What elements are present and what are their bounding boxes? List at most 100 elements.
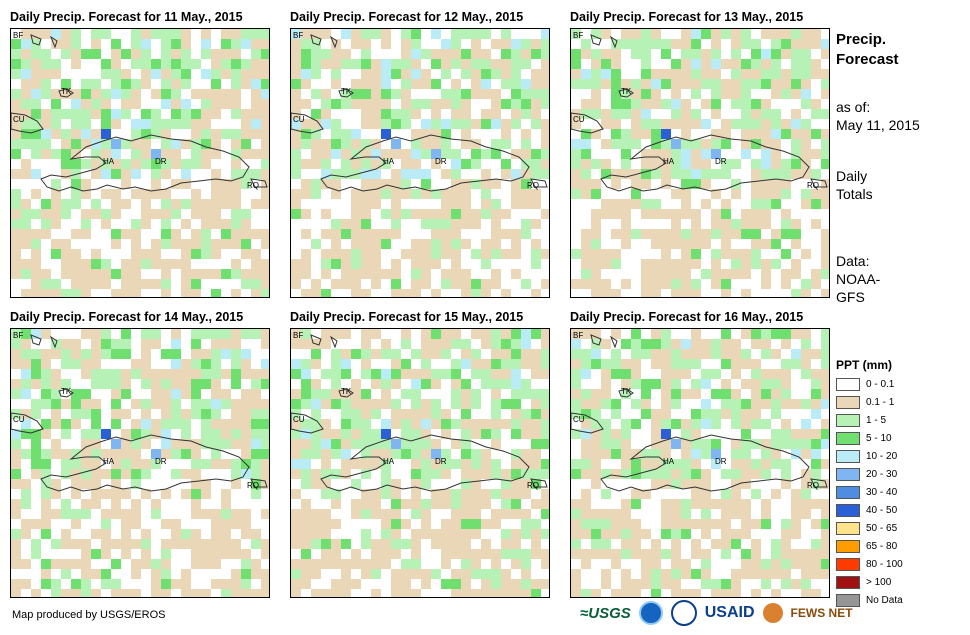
precip-cell <box>731 489 741 499</box>
precip-cell <box>391 519 401 529</box>
precip-cell <box>751 489 761 499</box>
precip-cell <box>161 589 171 597</box>
precip-cell <box>681 189 691 199</box>
precip-cell <box>141 249 151 259</box>
precip-cell <box>471 29 481 39</box>
cuba-outline <box>291 412 324 434</box>
precip-cell <box>691 219 701 229</box>
precip-cell <box>671 279 681 289</box>
precip-cell <box>661 179 671 189</box>
precip-cell <box>201 29 211 39</box>
precip-cell <box>11 49 21 59</box>
precip-cell <box>301 259 311 269</box>
precip-cell <box>431 349 441 359</box>
precip-cell <box>361 139 371 149</box>
precip-cell <box>661 329 671 339</box>
precip-cell <box>221 349 231 359</box>
precip-cell <box>651 339 661 349</box>
precip-cell <box>231 169 241 179</box>
precip-cell <box>291 169 301 179</box>
precip-cell <box>751 329 761 339</box>
precip-cell <box>251 99 261 109</box>
precip-cell <box>741 219 751 229</box>
precip-cell <box>811 219 821 229</box>
precip-cell <box>201 119 211 129</box>
precip-cell <box>511 199 521 209</box>
precip-cell <box>51 179 61 189</box>
precip-cell <box>531 329 541 339</box>
precip-cell <box>431 29 441 39</box>
precip-cell <box>681 109 691 119</box>
precip-cell <box>251 449 261 459</box>
precip-cell <box>411 29 421 39</box>
precip-cell <box>291 559 301 569</box>
precip-cell <box>381 99 391 109</box>
precip-cell <box>201 329 211 339</box>
precip-cell <box>661 259 671 269</box>
precip-cell <box>781 279 791 289</box>
precip-cell <box>541 129 549 139</box>
precip-cell <box>351 399 361 409</box>
precip-cell <box>681 459 691 469</box>
precip-cell <box>511 59 521 69</box>
precip-cell <box>71 129 81 139</box>
precip-cell <box>591 259 601 269</box>
precip-cell <box>671 39 681 49</box>
precip-cell <box>91 169 101 179</box>
precip-cell <box>781 209 791 219</box>
precip-cell <box>741 469 751 479</box>
precip-cell <box>661 569 671 579</box>
precip-cell <box>601 529 611 539</box>
precip-cell <box>171 539 181 549</box>
precip-cell <box>41 389 51 399</box>
precip-cell <box>21 169 31 179</box>
precip-cell <box>421 419 431 429</box>
precip-cell <box>241 569 251 579</box>
precip-cell <box>351 269 361 279</box>
precip-cell <box>311 159 321 169</box>
precip-cell <box>211 579 221 589</box>
precip-cell <box>441 329 451 339</box>
precip-cell <box>581 109 591 119</box>
precip-cell <box>51 489 61 499</box>
precip-cell <box>691 119 701 129</box>
precip-cell <box>151 509 161 519</box>
precip-cell <box>521 329 531 339</box>
precip-cell <box>261 179 269 189</box>
precip-cell <box>411 69 421 79</box>
precip-cell <box>191 139 201 149</box>
precip-cell <box>351 259 361 269</box>
precip-cell <box>361 249 371 259</box>
precip-cell <box>711 149 721 159</box>
precip-cell <box>401 179 411 189</box>
precip-cell <box>471 329 481 339</box>
precip-cell <box>441 499 451 509</box>
precip-cell <box>31 89 41 99</box>
precip-cell <box>111 109 121 119</box>
precip-cell <box>461 349 471 359</box>
precip-cell <box>761 369 771 379</box>
precip-cell <box>461 129 471 139</box>
precip-cell <box>511 239 521 249</box>
precip-cell <box>501 49 511 59</box>
precip-cell <box>781 69 791 79</box>
precip-cell <box>491 269 501 279</box>
precip-cell <box>421 129 431 139</box>
precip-cell <box>91 39 101 49</box>
precip-cell <box>191 329 201 339</box>
precip-cell <box>441 579 451 589</box>
precip-cell <box>531 99 541 109</box>
precip-cell <box>401 559 411 569</box>
precip-cell <box>221 499 231 509</box>
precip-cell <box>631 189 641 199</box>
precip-cell <box>721 499 731 509</box>
precip-cell <box>781 389 791 399</box>
precip-cell <box>71 399 81 409</box>
precip-cell <box>671 369 681 379</box>
precip-cell <box>651 259 661 269</box>
precip-cell <box>581 449 591 459</box>
precip-cell <box>141 199 151 209</box>
precip-cell <box>601 279 611 289</box>
precip-cell <box>571 589 581 597</box>
precip-map: BF CU TK HA DR RQ <box>10 328 270 598</box>
